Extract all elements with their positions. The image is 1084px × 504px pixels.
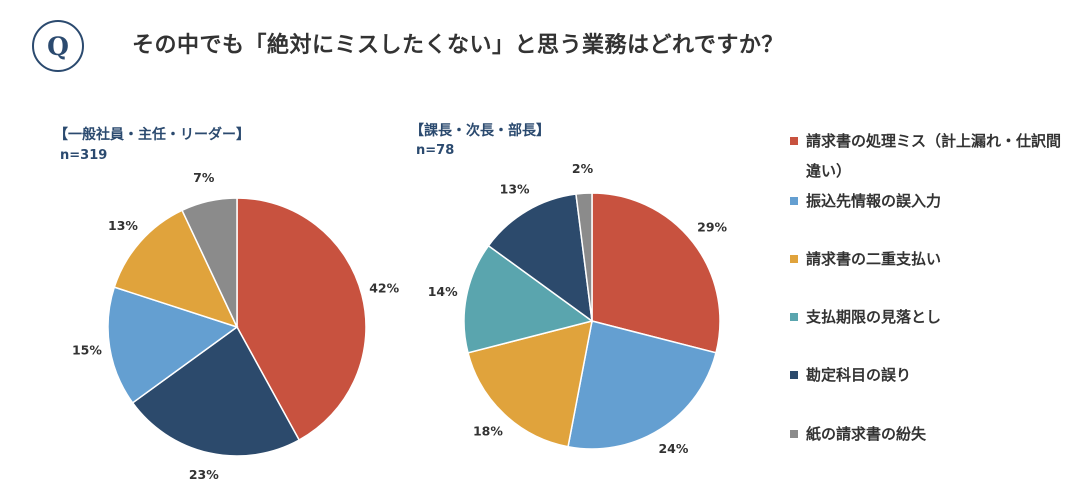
pie-slice: [463, 244, 594, 354]
pie-slice-label: 23%: [189, 467, 219, 482]
legend-swatch: [790, 371, 798, 379]
pie-slice: [467, 319, 593, 448]
legend-item: 支払期限の見落とし: [790, 302, 1070, 332]
pie-slice-label: 29%: [697, 219, 727, 234]
legend-label: 請求書の処理ミス（計上漏れ・仕訳間違い）: [806, 132, 1062, 180]
legend-item: 請求書の二重支払い: [790, 244, 1070, 274]
legend-item: 請求書の処理ミス（計上漏れ・仕訳間違い）: [790, 126, 1070, 186]
pie-slice-label: 7%: [193, 170, 215, 185]
pie-slice: [131, 325, 301, 457]
right-chart-sample-size: n=78: [416, 143, 455, 158]
pie-slice: [567, 320, 717, 450]
pie-slice-label: 2%: [572, 161, 594, 176]
pie-slice-label: 24%: [658, 441, 688, 456]
right-chart-title: 【課長・次長・部長】: [410, 123, 550, 139]
pie-slice: [487, 193, 593, 323]
pie-slice-label: 14%: [428, 284, 458, 299]
pie-slice-label: 13%: [108, 218, 138, 233]
legend-label: 紙の請求書の紛失: [806, 425, 927, 443]
left-chart-title: 【一般社員・主任・リーダー】: [54, 127, 250, 143]
legend-swatch: [790, 430, 798, 438]
pie-slice: [236, 197, 367, 442]
legend-swatch: [790, 313, 798, 321]
left-chart-sample-size: n=319: [60, 148, 108, 163]
question-badge: Q: [32, 20, 84, 72]
legend-label: 支払期限の見落とし: [806, 308, 942, 326]
pie-slice: [113, 209, 239, 329]
pie-slice: [181, 197, 238, 328]
legend-item: 勘定科目の誤り: [790, 360, 1070, 390]
legend-label: 振込先情報の誤入力: [806, 192, 942, 210]
legend-item: 紙の請求書の紛失: [790, 419, 1070, 449]
pie-slice: [575, 192, 593, 322]
pie-slice: [107, 286, 239, 404]
legend-label: 勘定科目の誤り: [806, 366, 912, 384]
question-title: その中でも「絶対にミスしたくない」と思う業務はどれですか？: [132, 33, 784, 58]
pie-slice-label: 18%: [473, 423, 503, 438]
pie-slice-label: 42%: [369, 281, 399, 296]
pie-slice-label: 15%: [72, 342, 102, 357]
legend-label: 請求書の二重支払い: [806, 250, 942, 268]
legend-swatch: [790, 137, 798, 145]
legend-swatch: [790, 197, 798, 205]
legend-item: 振込先情報の誤入力: [790, 186, 1070, 216]
pie-slice: [591, 192, 721, 354]
legend-swatch: [790, 255, 798, 263]
pie-slice-label: 13%: [500, 182, 530, 197]
